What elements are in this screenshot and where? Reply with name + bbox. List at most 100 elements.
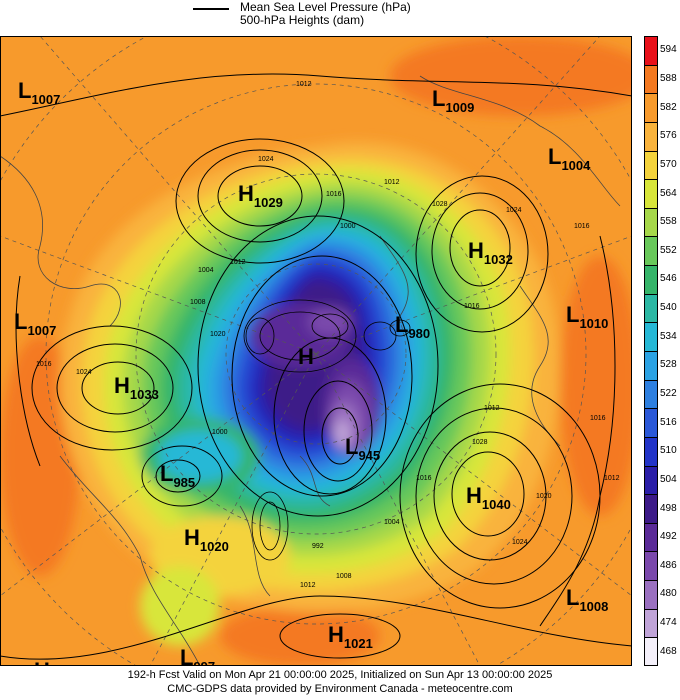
pressure-center-letter: L <box>548 144 561 169</box>
pressure-center-value: 1010 <box>579 316 608 331</box>
colorbar-label: 480 <box>660 588 677 600</box>
colorbar-swatch <box>644 522 658 552</box>
low-pressure-center: L997 <box>180 645 215 666</box>
colorbar-label: 504 <box>660 473 677 485</box>
pressure-center-letter: L <box>566 585 579 610</box>
isobar-label: 1004 <box>384 519 400 526</box>
pressure-center-letter: L <box>432 86 445 111</box>
pressure-center-letter: L <box>395 312 408 337</box>
colorbar-label: 558 <box>660 216 677 228</box>
pressure-center-letter: L <box>345 434 358 459</box>
isobar-label: 1016 <box>464 303 480 310</box>
colorbar-swatch <box>644 265 658 294</box>
height-colorbar: 594 588 582 576 570 564 558 552 546 540 534 528 522 5… <box>644 36 680 666</box>
high-pressure-center: H <box>298 344 314 369</box>
low-pressure-center: L1007 <box>18 78 60 107</box>
isobars <box>0 73 632 660</box>
colorbar-swatch <box>644 179 658 208</box>
colorbar-swatch <box>644 293 658 323</box>
isobar-label: 1012 <box>604 475 620 482</box>
colorbar-swatch <box>644 494 658 523</box>
legend-label-mslp: Mean Sea Level Pressure (hPa) <box>240 0 411 14</box>
pressure-center-letter: H <box>34 658 50 666</box>
pressure-center-value: 1040 <box>482 497 511 512</box>
low-pressure-center: L945 <box>345 434 380 463</box>
pressure-center-value: 945 <box>358 448 380 463</box>
pressure-center-letter: L <box>160 461 173 486</box>
colorbar-swatch <box>644 551 658 581</box>
low-pressure-center: L985 <box>160 461 195 490</box>
forecast-valid-text: 192-h Fcst Valid on Mon Apr 21 00:00:00 … <box>127 669 553 681</box>
colorbar-swatch <box>644 637 658 666</box>
low-pressure-center: L1007 <box>14 309 56 338</box>
pressure-center-value: 1007 <box>27 323 56 338</box>
colorbar-swatch <box>644 36 658 65</box>
colorbar-swatch <box>644 322 658 351</box>
pressure-center-value: 1008 <box>579 599 608 614</box>
high-pressure-center: H1010 <box>34 658 79 666</box>
colorbar-swatch <box>644 121 658 151</box>
isobar-label: 1008 <box>190 299 206 306</box>
isobar-label: 1012 <box>296 81 312 88</box>
pressure-center-value: 980 <box>408 326 430 341</box>
isobar-label: 1012 <box>230 259 246 266</box>
isobar-label: 1016 <box>36 361 52 368</box>
colorbar-label: 528 <box>660 359 677 371</box>
isobar-label: 1000 <box>340 223 356 230</box>
colorbar-swatch <box>644 207 658 237</box>
pressure-center-value: 1007 <box>31 92 60 107</box>
colorbar-label: 492 <box>660 531 677 543</box>
colorbar-swatch <box>644 236 658 266</box>
colorbar-swatch <box>644 436 658 466</box>
pressure-center-letter: H <box>466 483 482 508</box>
pressure-center-value: 1021 <box>344 636 373 651</box>
colorbar-label: 582 <box>660 101 677 113</box>
pressure-center-value: 1033 <box>130 387 159 402</box>
colorbar-label: 540 <box>660 302 677 314</box>
pressure-center-value: 1020 <box>200 539 229 554</box>
colorbar-swatch <box>644 351 658 380</box>
colorbar-label: 564 <box>660 187 677 199</box>
pressure-center-letter: H <box>238 181 254 206</box>
colorbar-swatch <box>644 150 658 180</box>
pressure-centers: L1007 L1009L1004H1029H1032L1007L1010L980H… <box>14 78 608 666</box>
weather-map: 1012 1012 1024 1016 1000 1028 1024 1016 1004 1012… <box>0 36 632 666</box>
high-pressure-center: H1021 <box>328 622 373 651</box>
high-pressure-center: H1033 <box>114 373 159 402</box>
pressure-center-value: 1032 <box>484 252 513 267</box>
colorbar-label: 522 <box>660 387 677 399</box>
pressure-center-letter: H <box>184 525 200 550</box>
colorbar-label: 510 <box>660 445 677 457</box>
isobar-labels: 1012 1012 1024 1016 1000 1028 1024 1016 1004 1012… <box>36 81 620 589</box>
height-field-shading <box>0 36 632 666</box>
colorbar-swatch <box>644 465 658 495</box>
low-pressure-center: L980 <box>395 312 430 341</box>
colorbar-swatch <box>644 580 658 609</box>
colorbar-swatch <box>644 408 658 437</box>
colorbar-label: 474 <box>660 617 677 629</box>
colorbar-swatch <box>644 64 658 94</box>
map-legend: Mean Sea Level Pressure (hPa) 500-hPa He… <box>0 0 680 36</box>
high-pressure-center: H1020 <box>184 525 229 554</box>
pressure-center-value: 1029 <box>254 195 283 210</box>
colorbar-swatch <box>644 379 658 409</box>
isobar-label: 1024 <box>506 207 522 214</box>
isobar-label: 1020 <box>210 331 226 338</box>
isobar-label: 1024 <box>512 539 528 546</box>
graticule <box>0 36 632 666</box>
isobar-label: 1016 <box>574 223 590 230</box>
low-pressure-center: L1009 <box>432 86 474 115</box>
colorbar-label: 546 <box>660 273 677 285</box>
colorbar-swatch <box>644 93 658 122</box>
isobar-label: 1004 <box>198 267 214 274</box>
colorbar-swatch <box>644 608 658 638</box>
colorbar-label: 552 <box>660 244 677 256</box>
isobar-label: 1012 <box>300 582 316 589</box>
pressure-center-value: 1009 <box>445 100 474 115</box>
high-pressure-center: H1032 <box>468 238 513 267</box>
colorbar-label: 588 <box>660 72 677 84</box>
pressure-center-letter: L <box>566 302 579 327</box>
isobar-label: 1012 <box>384 179 400 186</box>
colorbar-label: 516 <box>660 416 677 428</box>
isobar-label: 1016 <box>326 191 342 198</box>
